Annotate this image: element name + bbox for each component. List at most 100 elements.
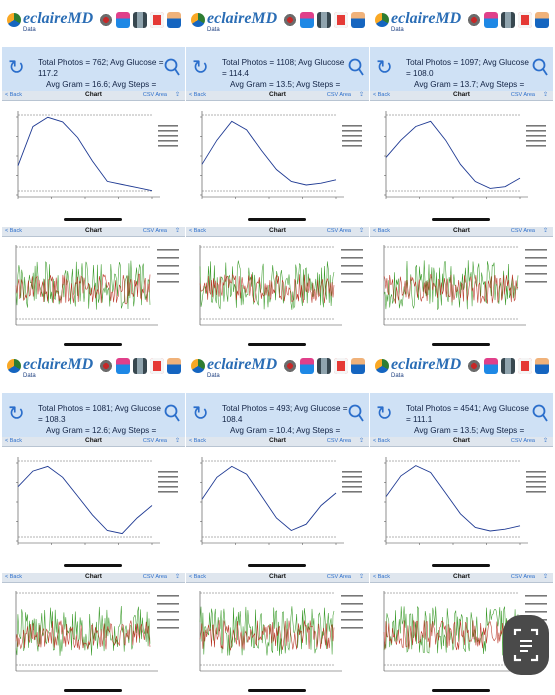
share-icon[interactable]: ⇪ (174, 228, 180, 234)
glucose-wave-chart (2, 101, 185, 214)
share-icon[interactable]: ⇪ (542, 574, 548, 580)
logo-subtitle: Data (207, 27, 220, 33)
medical-icon[interactable] (150, 358, 164, 374)
medical-icon[interactable] (518, 358, 532, 374)
legend-line (342, 125, 362, 127)
back-button[interactable]: < Back (189, 92, 206, 98)
meter-icon[interactable] (467, 12, 481, 28)
sweets-icon[interactable] (484, 358, 498, 374)
csv-area-button[interactable]: CSV Area (510, 574, 535, 580)
refresh-icon[interactable]: ↻ (192, 403, 209, 425)
csv-area-button[interactable]: CSV Area (510, 228, 535, 234)
search-icon[interactable] (348, 404, 364, 424)
back-button[interactable]: < Back (5, 92, 22, 98)
legend-line (341, 611, 363, 613)
sweets-icon[interactable] (116, 12, 130, 28)
medical-icon[interactable] (150, 12, 164, 28)
legend-line (525, 265, 547, 267)
share-icon[interactable]: ⇪ (358, 92, 364, 98)
legend-line (341, 257, 363, 259)
back-button[interactable]: < Back (5, 228, 22, 234)
refresh-icon[interactable]: ↻ (8, 57, 25, 79)
share-icon[interactable]: ⇪ (542, 92, 548, 98)
csv-area-button[interactable]: CSV Area (142, 574, 167, 580)
meter-icon[interactable] (99, 358, 113, 374)
scan-button[interactable] (503, 615, 549, 675)
csv-area-button[interactable]: CSV Area (326, 228, 351, 234)
back-button[interactable]: < Back (373, 228, 390, 234)
refresh-icon[interactable]: ↻ (8, 403, 25, 425)
share-icon[interactable]: ⇪ (174, 438, 180, 444)
csv-area-button[interactable]: CSV Area (326, 438, 351, 444)
medical-icon[interactable] (334, 12, 348, 28)
summary-line-photos-glucose: Total Photos = 1097; Avg Glucose = 108.0 (406, 58, 529, 78)
csv-area-button[interactable]: CSV Area (510, 438, 535, 444)
back-button[interactable]: < Back (189, 574, 206, 580)
meter-icon[interactable] (467, 358, 481, 374)
back-button[interactable]: < Back (373, 574, 390, 580)
search-icon[interactable] (164, 404, 180, 424)
back-button[interactable]: < Back (189, 228, 206, 234)
csv-area-button[interactable]: CSV Area (142, 228, 167, 234)
legend-line (157, 603, 179, 605)
legend-line (342, 491, 362, 493)
share-icon[interactable]: ⇪ (358, 228, 364, 234)
csv-area-button[interactable]: CSV Area (142, 92, 167, 98)
chart-title: Chart (269, 227, 286, 234)
app-logo: eclaireMD (191, 357, 277, 373)
body-icon[interactable] (501, 358, 515, 374)
meter-icon[interactable] (99, 12, 113, 28)
body-icon[interactable] (501, 12, 515, 28)
refresh-icon[interactable]: ↻ (376, 403, 393, 425)
header-icons (467, 358, 549, 374)
share-icon[interactable]: ⇪ (174, 574, 180, 580)
csv-area-button[interactable]: CSV Area (326, 92, 351, 98)
app-header: eclaireMD Data (186, 3, 369, 47)
header-icons (99, 12, 181, 28)
legend-line (525, 257, 547, 259)
body-icon[interactable] (317, 12, 331, 28)
sweets-icon[interactable] (116, 358, 130, 374)
csv-area-button[interactable]: CSV Area (142, 438, 167, 444)
refresh-icon[interactable]: ↻ (192, 57, 209, 79)
share-icon[interactable]: ⇪ (358, 574, 364, 580)
back-button[interactable]: < Back (373, 92, 390, 98)
person-icon[interactable] (167, 358, 181, 374)
share-icon[interactable]: ⇪ (174, 92, 180, 98)
meter-icon[interactable] (283, 12, 297, 28)
person-icon[interactable] (535, 12, 549, 28)
sweets-icon[interactable] (300, 358, 314, 374)
medical-icon[interactable] (334, 358, 348, 374)
share-icon[interactable]: ⇪ (358, 438, 364, 444)
person-icon[interactable] (351, 358, 365, 374)
summary-bar: ↻ Total Photos = 493; Avg Glucose = 108.… (186, 393, 369, 446)
back-button[interactable]: < Back (5, 438, 22, 444)
body-icon[interactable] (133, 12, 147, 28)
red-series-line (383, 620, 519, 651)
csv-area-button[interactable]: CSV Area (510, 92, 535, 98)
legend-line (341, 595, 363, 597)
glucose-timeseries-chart (370, 237, 553, 341)
back-button[interactable]: < Back (5, 574, 22, 580)
share-icon[interactable]: ⇪ (542, 228, 548, 234)
sweets-icon[interactable] (300, 12, 314, 28)
sweets-icon[interactable] (484, 12, 498, 28)
search-icon[interactable] (532, 58, 548, 78)
search-icon[interactable] (348, 58, 364, 78)
person-icon[interactable] (351, 12, 365, 28)
meter-icon[interactable] (283, 358, 297, 374)
chart-navbar: < Back Chart CSV Area ⇪ (186, 227, 369, 237)
back-button[interactable]: < Back (373, 438, 390, 444)
search-icon[interactable] (532, 404, 548, 424)
back-button[interactable]: < Back (189, 438, 206, 444)
share-icon[interactable]: ⇪ (542, 438, 548, 444)
person-icon[interactable] (167, 12, 181, 28)
search-icon[interactable] (164, 58, 180, 78)
body-icon[interactable] (133, 358, 147, 374)
person-icon[interactable] (535, 358, 549, 374)
glucose-line (385, 465, 521, 532)
csv-area-button[interactable]: CSV Area (326, 574, 351, 580)
body-icon[interactable] (317, 358, 331, 374)
refresh-icon[interactable]: ↻ (376, 57, 393, 79)
medical-icon[interactable] (518, 12, 532, 28)
